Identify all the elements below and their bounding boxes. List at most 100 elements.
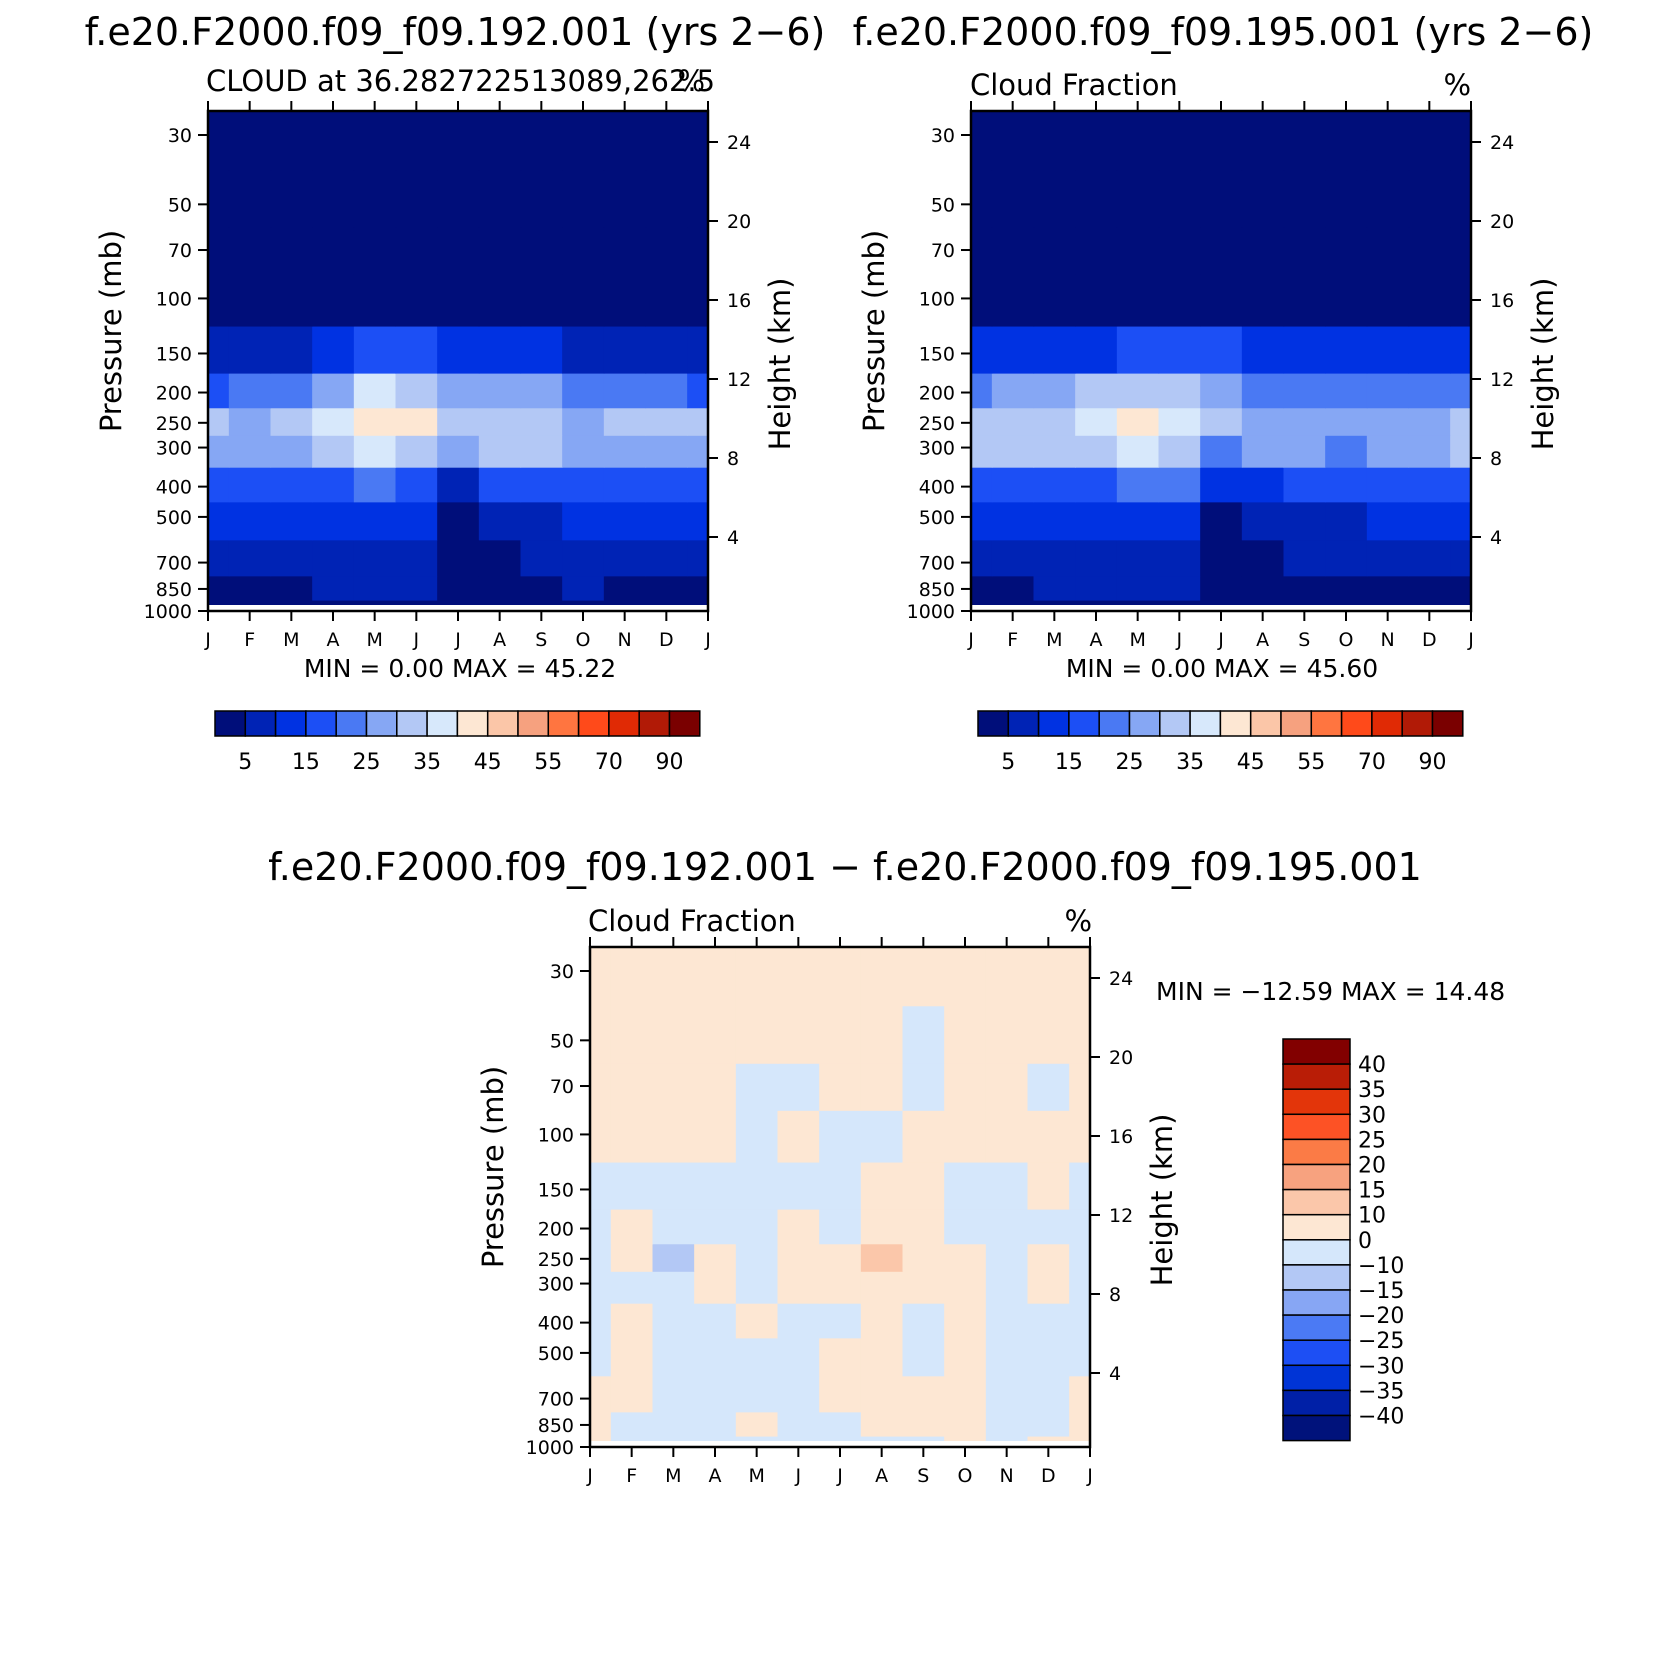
colorbar-box [517, 710, 550, 737]
data-cell [395, 539, 438, 577]
height-tick-label: 12 [1109, 1205, 1133, 1227]
data-cell [860, 1209, 904, 1245]
pressure-tick-label: 30 [168, 125, 192, 147]
data-cell [437, 599, 480, 606]
colorbar-box [396, 710, 428, 737]
data-cell [610, 1063, 654, 1111]
data-cell [478, 599, 522, 606]
panel-right-stats: MIN = 0.00 MAX = 45.60 [1066, 654, 1378, 683]
pressure-tick-label: 1000 [907, 601, 955, 623]
pressure-tick-label: 1000 [144, 601, 192, 623]
data-cell [478, 501, 522, 541]
month-tick-label: J [204, 629, 211, 651]
data-cell [1283, 407, 1326, 436]
colorbar-box [638, 710, 671, 737]
colorbar-box [1282, 1239, 1351, 1266]
data-cell [1116, 539, 1160, 577]
data-cell [819, 1375, 862, 1413]
colorbar-label: 25 [1358, 1128, 1386, 1153]
data-cell [437, 501, 480, 541]
month-tick-label: O [958, 1465, 973, 1487]
month-tick-label: J [836, 1465, 843, 1487]
data-cell [312, 325, 355, 374]
month-tick-label: M [665, 1465, 681, 1487]
data-cell [395, 274, 438, 327]
data-cell [562, 325, 605, 374]
data-cell [991, 407, 1035, 436]
data-cell [1200, 501, 1243, 541]
data-cell [902, 1337, 945, 1377]
colorbar-label: −15 [1358, 1279, 1404, 1304]
colorbar-box [1249, 710, 1282, 737]
data-cell [902, 1411, 945, 1437]
data-cell [395, 407, 438, 436]
data-cell [1069, 1005, 1091, 1064]
data-cell [1033, 575, 1076, 601]
month-tick-label: S [917, 1465, 929, 1487]
data-cell [1158, 325, 1201, 374]
data-cell [312, 575, 355, 601]
data-cell [562, 274, 605, 327]
data-cell [395, 575, 438, 601]
data-cell [1325, 407, 1368, 436]
data-cell [590, 1243, 612, 1272]
data-cell [590, 947, 612, 1007]
data-cell [1283, 467, 1326, 503]
pressure-tick-label: 50 [931, 194, 955, 216]
data-cell [228, 111, 272, 171]
data-cell [1158, 539, 1201, 577]
data-cell [735, 1063, 779, 1111]
data-cell [520, 111, 563, 171]
colorbar-box [608, 710, 640, 737]
data-cell [562, 575, 605, 601]
data-cell [395, 325, 438, 374]
data-cell [1027, 1375, 1070, 1413]
colorbar-box [1219, 710, 1252, 737]
data-cell [1366, 407, 1410, 436]
data-cell [1200, 274, 1243, 327]
data-cell [1116, 435, 1160, 468]
data-cell [860, 1375, 904, 1413]
data-cell [270, 111, 313, 171]
data-cell [652, 1063, 695, 1111]
data-cell [478, 435, 522, 468]
height-axis-label: Height (km) [763, 278, 797, 451]
data-cell [735, 1005, 779, 1064]
data-cell [819, 1161, 862, 1210]
data-cell [944, 1209, 987, 1245]
data-cell [777, 1243, 820, 1272]
data-cell [735, 1110, 779, 1163]
colorbar-label: 35 [1176, 750, 1204, 775]
data-cell [687, 407, 709, 436]
data-cell [1325, 325, 1368, 374]
data-cell [1069, 1435, 1091, 1442]
data-cell [1241, 274, 1285, 327]
data-cell [694, 1209, 737, 1245]
data-cell [645, 599, 688, 606]
colorbar-box [1282, 1339, 1351, 1367]
colorbar-label: 15 [1358, 1179, 1386, 1204]
data-cell [902, 1110, 945, 1163]
data-cell [860, 1337, 904, 1377]
month-tick-label: J [1086, 1465, 1093, 1487]
data-cell [1033, 111, 1076, 171]
data-cell [1241, 325, 1285, 374]
month-tick-label: J [795, 1465, 802, 1487]
data-cell [208, 274, 230, 327]
data-cell [694, 1005, 737, 1064]
data-cell [694, 1110, 737, 1163]
data-cell [985, 1411, 1029, 1437]
data-cell [1325, 111, 1368, 171]
data-cell [1075, 227, 1118, 275]
data-cell [645, 325, 688, 374]
data-cell [395, 227, 438, 275]
data-cell [991, 435, 1035, 468]
data-cell [860, 1005, 904, 1064]
data-cell [1069, 1209, 1091, 1245]
colorbar-left: 5 15 25 35 45 55 70 90 [214, 710, 701, 775]
data-cell [1069, 1271, 1091, 1304]
data-cell [985, 1375, 1029, 1413]
data-cell [777, 1063, 820, 1111]
data-cell [819, 1110, 862, 1163]
